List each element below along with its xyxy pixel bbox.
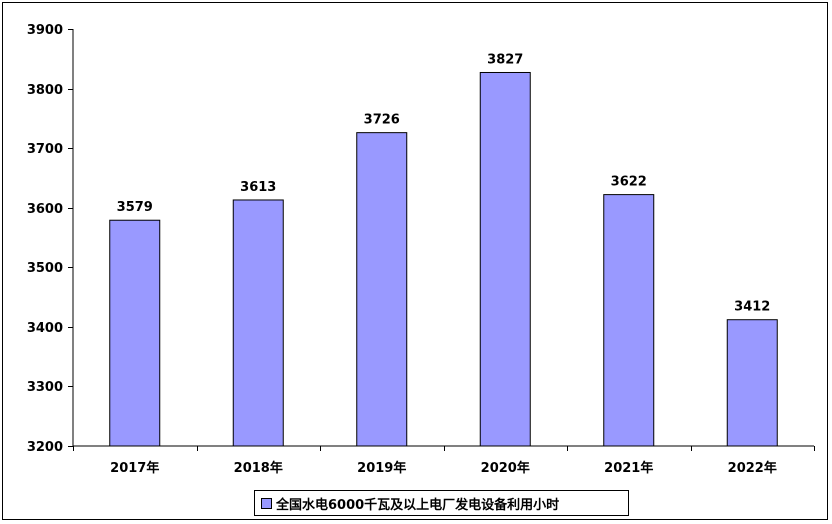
chart-labels: 3200 3300 3400 3500 3600 3700 3800 3900 3579 2017… xyxy=(27,23,777,476)
x-category-label: 2018年 xyxy=(234,460,283,476)
x-category-label: 2021年 xyxy=(604,460,653,476)
x-category-label: 2020年 xyxy=(481,460,530,476)
x-category-label: 2022年 xyxy=(728,460,777,476)
y-tick-label: 3700 xyxy=(27,142,63,157)
data-label: 3827 xyxy=(487,52,523,67)
bar xyxy=(726,319,778,447)
bar xyxy=(109,219,161,447)
y-tick-label: 3400 xyxy=(27,321,63,336)
legend-swatch xyxy=(261,497,272,509)
bar xyxy=(356,132,408,447)
bar xyxy=(603,194,655,447)
data-label: 3622 xyxy=(611,175,647,190)
y-tick-label: 3300 xyxy=(27,380,63,395)
data-label: 3579 xyxy=(117,200,153,215)
y-tick-label: 3900 xyxy=(27,23,63,38)
data-label: 3412 xyxy=(734,300,770,315)
chart-legend: 全国水电6000千瓦及以上电厂发电设备利用小时 xyxy=(254,490,629,516)
y-tick-label: 3600 xyxy=(27,202,63,217)
bar xyxy=(479,71,531,447)
bar xyxy=(232,199,284,447)
chart-axes xyxy=(68,29,815,451)
legend-label: 全国水电6000千瓦及以上电厂发电设备利用小时 xyxy=(276,497,560,513)
y-tick-label: 3500 xyxy=(27,261,63,276)
x-category-label: 2017年 xyxy=(110,460,159,476)
bar-series xyxy=(109,71,778,447)
y-tick-label: 3800 xyxy=(27,83,63,98)
data-label: 3726 xyxy=(364,113,400,128)
x-category-label: 2019年 xyxy=(357,460,406,476)
y-tick-label: 3200 xyxy=(27,440,63,455)
data-label: 3613 xyxy=(240,180,276,195)
